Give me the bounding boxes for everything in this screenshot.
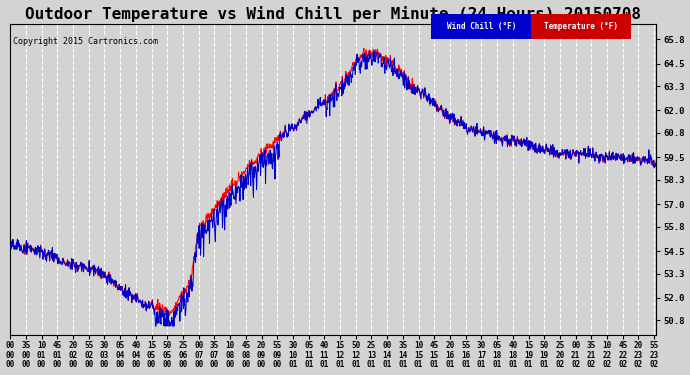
Text: Wind Chill (°F): Wind Chill (°F) bbox=[446, 22, 516, 31]
Text: Copyright 2015 Cartronics.com: Copyright 2015 Cartronics.com bbox=[13, 37, 159, 46]
Title: Outdoor Temperature vs Wind Chill per Minute (24 Hours) 20150708: Outdoor Temperature vs Wind Chill per Mi… bbox=[25, 6, 641, 21]
Text: Temperature (°F): Temperature (°F) bbox=[544, 22, 618, 31]
